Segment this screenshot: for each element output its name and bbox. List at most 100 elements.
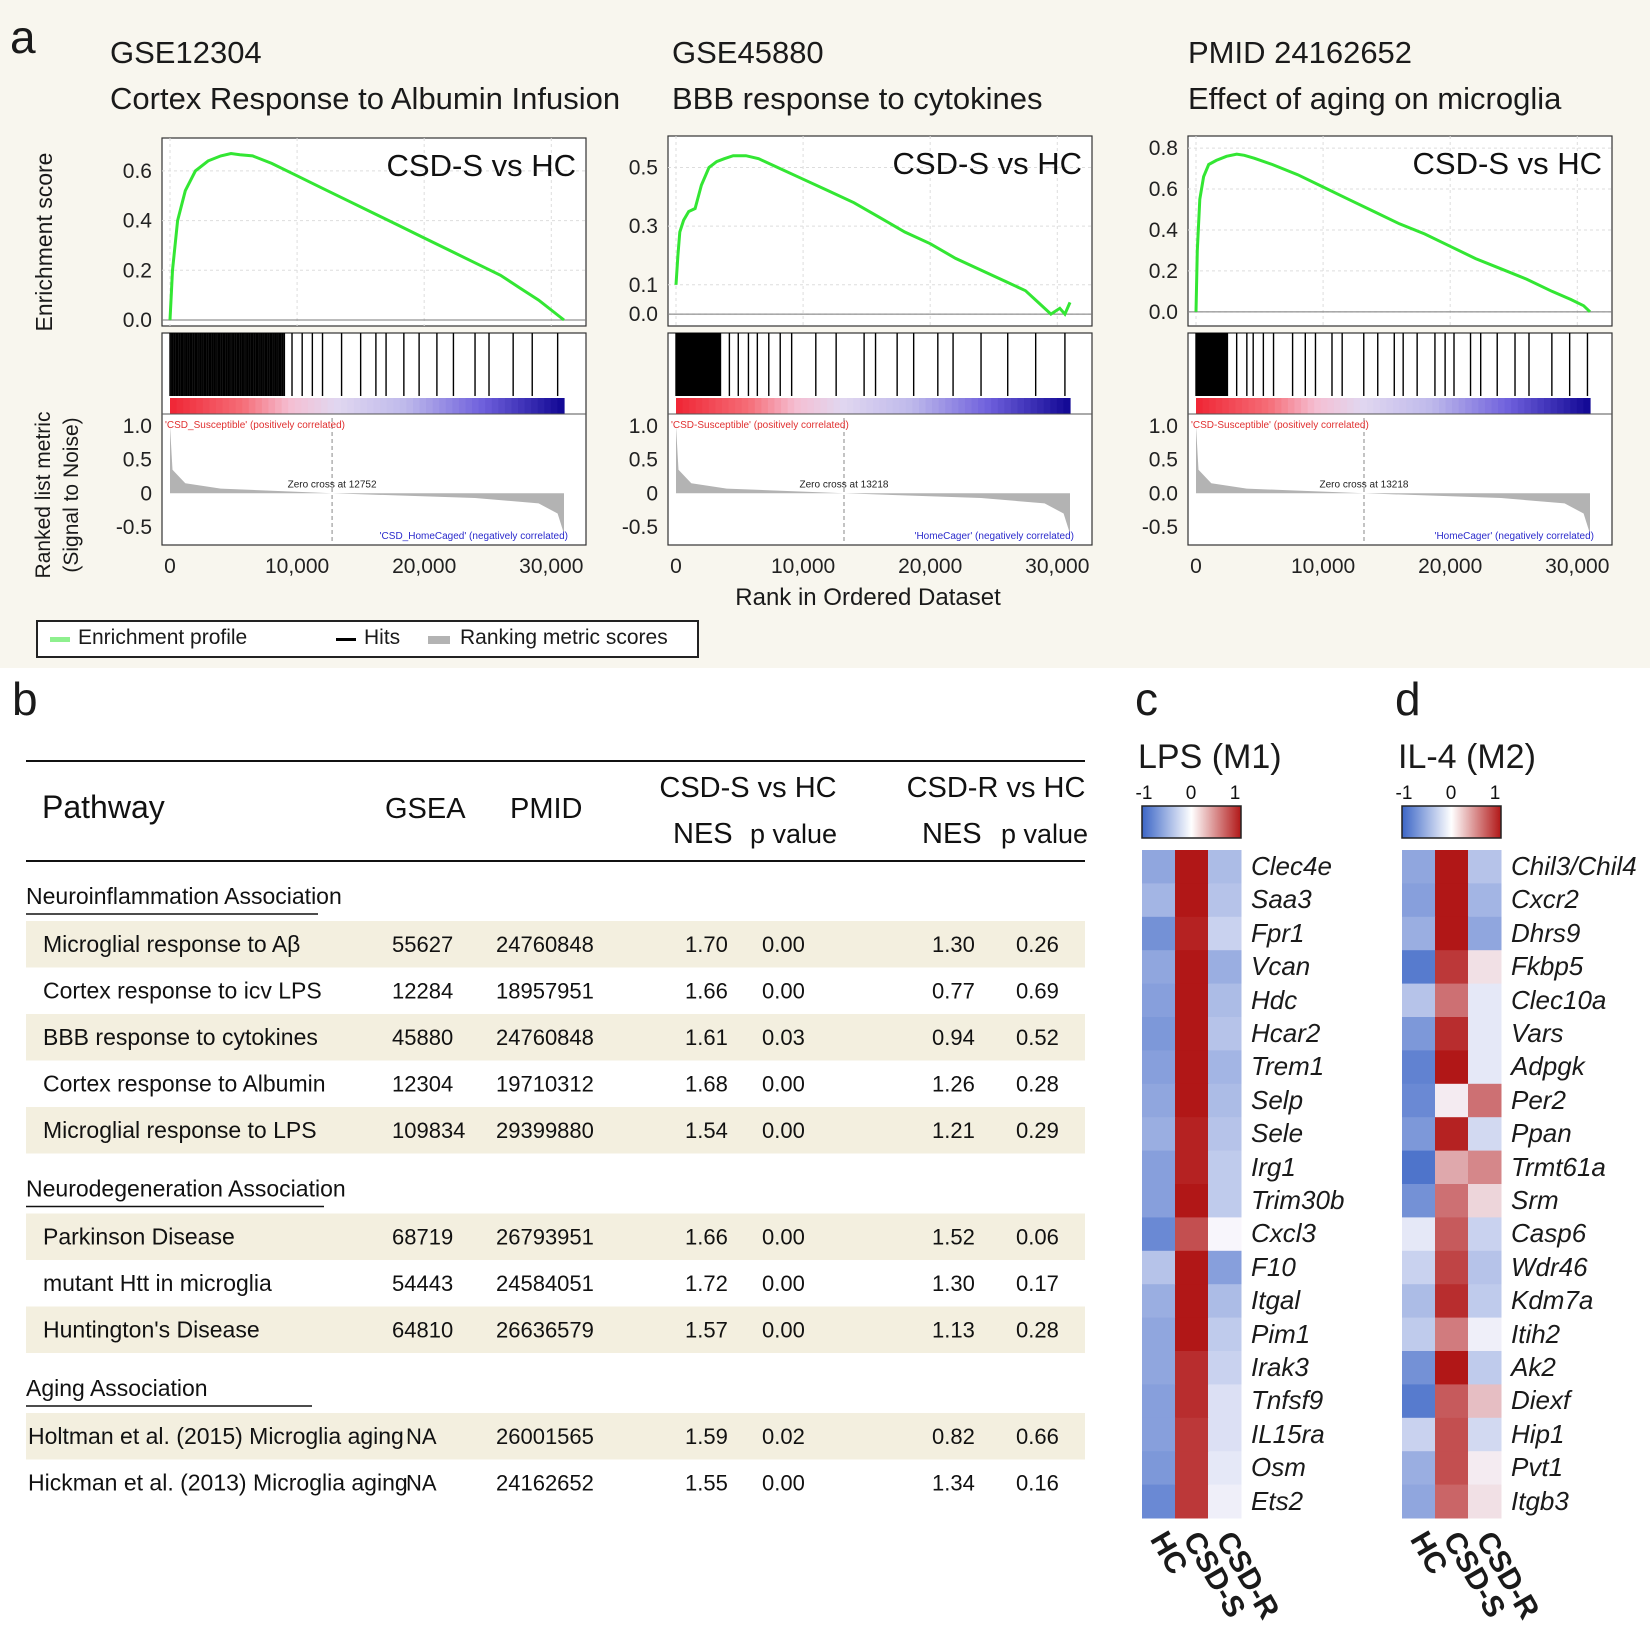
gsea-1-rank-bar-segment (327, 398, 335, 414)
gsea-2-rank-bar-segment (689, 398, 697, 414)
gsea-3-rank-bar-segment (1445, 398, 1453, 414)
gsea-2-rank-bar-segment (879, 398, 887, 414)
gsea-2-metric-tick-label: -0.5 (622, 516, 658, 539)
heatmap-il4-scale-bar (1401, 805, 1502, 839)
cell-nes-r: 1.30 (932, 932, 975, 957)
gsea-1-rank-bar-segment (531, 398, 539, 414)
heatmap-lps-cell (1208, 1217, 1242, 1252)
cell-pathway: Holtman et al. (2015) Microglia aging (28, 1423, 404, 1449)
cell-nes-s: 1.72 (685, 1271, 728, 1296)
gsea-3-rank-bar-segment (1537, 398, 1545, 414)
gsea-3-rank-bar-segment (1517, 398, 1525, 414)
heatmap-il4-cell (1402, 1384, 1436, 1419)
heatmap-il4-cell (1402, 883, 1436, 918)
gsea-2-rank-bar-segment (978, 398, 986, 414)
header-pval-r: p value (1001, 819, 1088, 849)
gene-label: Hip1 (1511, 1418, 1565, 1449)
cell-p-r: 0.06 (1016, 1225, 1059, 1250)
heatmap-lps-cell (1208, 1083, 1242, 1118)
gsea-3-rank-bar-segment (1419, 398, 1427, 414)
gsea-1-rank-bar-segment (472, 398, 480, 414)
heatmap-lps-scale-bar (1141, 805, 1242, 839)
heatmap-lps-cell (1175, 1083, 1209, 1118)
gene-label: Srm (1511, 1185, 1559, 1215)
heatmap-il4-cell (1435, 850, 1469, 884)
cell-p-s: 0.00 (762, 1318, 805, 1343)
gsea-3-rank-bar-segment (1412, 398, 1420, 414)
gsea-3-rank-bar-segment (1248, 398, 1256, 414)
gsea-1-rank-bar-segment (432, 398, 440, 414)
cell-nes-r: 0.94 (932, 1025, 975, 1050)
gsea-2-rank-bar-segment (735, 398, 743, 414)
gsea-1-rank-bar-segment (176, 398, 184, 414)
gsea-3-rank-bar-segment (1340, 398, 1348, 414)
gsea-3-rank-bar-segment (1294, 398, 1302, 414)
panel-c-letter: c (1135, 673, 1158, 725)
heatmap-il4-cell (1468, 983, 1502, 1018)
cell-pmid: 24584051 (496, 1271, 594, 1296)
gsea-1-rank-bar-segment (347, 398, 355, 414)
heatmap-lps-cell (1208, 1384, 1242, 1419)
heatmap-il4-cell (1435, 916, 1469, 951)
gsea-1-x-tick-label: 0 (164, 555, 176, 578)
heatmap-il4-scale-min: -1 (1396, 783, 1413, 804)
heatmap-il4-cell (1402, 1217, 1436, 1252)
gsea-1-rank-bar-segment (386, 398, 394, 414)
cell-pathway: Microglial response to Aβ (43, 931, 300, 957)
cell-gsea: 55627 (392, 932, 453, 957)
gsea-2-rank-bar-segment (1056, 398, 1065, 414)
gsea-1-rank-bar-segment (209, 398, 217, 414)
heatmap-il4-cell (1468, 850, 1502, 884)
gsea-2-rank-bar-segment (774, 398, 782, 414)
heatmap-lps-cell (1208, 1351, 1242, 1385)
gsea-1-comparison-label: CSD-S vs HC (387, 148, 576, 183)
gsea-3-rank-bar-segment (1360, 398, 1368, 414)
gsea-3-rank-bar-segment (1327, 398, 1335, 414)
gsea-1-es-tick-label: 0.0 (123, 309, 152, 332)
gsea-2-rank-bar-segment (682, 398, 690, 414)
cell-nes-s: 1.68 (685, 1072, 728, 1097)
cell-p-r: 0.66 (1016, 1424, 1059, 1449)
cell-p-s: 0.00 (762, 1118, 805, 1143)
gsea-1-rank-bar-segment (183, 398, 191, 414)
gene-label: Hcar2 (1251, 1018, 1321, 1048)
gsea-2-rank-bar-segment (918, 398, 927, 414)
heatmap-lps-cell (1142, 1284, 1176, 1319)
gsea-2-x-tick-label: 20,000 (898, 555, 962, 578)
heatmap-lps-cell (1208, 1050, 1242, 1085)
panel-a-letter: a (10, 11, 36, 63)
gsea-3-enrichment-line (1194, 152, 1592, 313)
gsea-2-rank-bar-segment (695, 398, 703, 414)
gsea-1-metric-tick-label: -0.5 (116, 516, 152, 539)
gsea-3-rank-bar-segment (1241, 398, 1250, 414)
gsea-3-rank-bar-segment (1432, 398, 1440, 414)
cell-pathway: Parkinson Disease (43, 1224, 235, 1250)
heatmap-lps-cell (1175, 883, 1209, 918)
gene-label: Trim30b (1251, 1185, 1345, 1215)
gsea-3-group: 0.0 0.2 0.4 0.6 0.8 CSD-S vs HC 1.0 0.5 0.0 -0.5 Z… (1142, 135, 1613, 578)
legend-hits-label: Hits (364, 626, 401, 649)
gsea-2-rank-bar-segment (833, 398, 841, 414)
gene-label: Vars (1511, 1018, 1564, 1048)
gene-label: Wdr46 (1511, 1251, 1588, 1282)
gsea-1-es-tick-label: 0.6 (123, 160, 152, 183)
heatmap-il4-cell (1435, 1451, 1469, 1486)
gene-label: Trem1 (1251, 1051, 1325, 1082)
section-title: Neurodegeneration Association (26, 1176, 346, 1202)
gsea-2-rank-bar-segment (728, 398, 736, 414)
heatmap-il4-cell (1435, 1184, 1469, 1218)
cell-nes-s: 1.66 (685, 979, 728, 1004)
cell-pmid: 24760848 (496, 1025, 594, 1050)
cell-pmid: 26636579 (496, 1318, 594, 1343)
gsea-1-enrichment-line (168, 151, 565, 322)
heatmap-lps-cell (1208, 1150, 1242, 1185)
cell-pathway: Hickman et al. (2013) Microglia aging (28, 1470, 408, 1496)
gsea-2-rank-bar-segment (748, 398, 756, 414)
header-gsea: GSEA (385, 793, 466, 825)
gsea-2-rank-bar-segment (932, 398, 940, 414)
gsea-2-pos-corr-label: 'CSD-Susceptible' (positively correlated… (671, 420, 849, 431)
heatmap-lps-cell (1175, 1284, 1209, 1319)
heatmap-il4-cell (1402, 850, 1436, 884)
cell-gsea: NA (406, 1424, 437, 1449)
heatmap-lps-cell (1142, 1317, 1176, 1352)
